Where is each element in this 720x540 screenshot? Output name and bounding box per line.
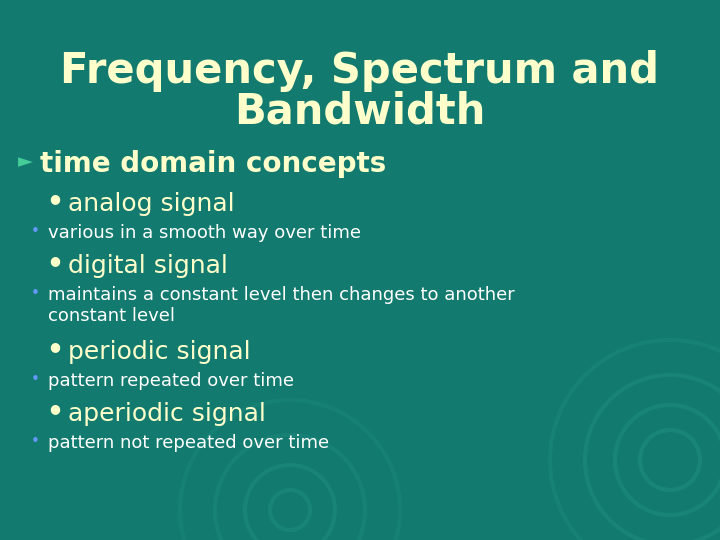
Text: digital signal: digital signal [68, 254, 228, 278]
Text: •: • [30, 372, 40, 387]
Text: periodic signal: periodic signal [68, 340, 251, 364]
Text: •: • [30, 434, 40, 449]
Text: ●: ● [50, 340, 60, 353]
Text: analog signal: analog signal [68, 192, 235, 216]
Text: various in a smooth way over time: various in a smooth way over time [48, 224, 361, 242]
Text: ●: ● [50, 254, 60, 267]
Text: pattern not repeated over time: pattern not repeated over time [48, 434, 329, 452]
Text: Frequency, Spectrum and: Frequency, Spectrum and [60, 50, 660, 92]
Text: ●: ● [50, 192, 60, 205]
Text: time domain concepts: time domain concepts [40, 150, 386, 178]
Text: pattern repeated over time: pattern repeated over time [48, 372, 294, 390]
Text: maintains a constant level then changes to another
constant level: maintains a constant level then changes … [48, 286, 515, 325]
Text: aperiodic signal: aperiodic signal [68, 402, 266, 426]
Text: ►: ► [18, 152, 33, 171]
Text: •: • [30, 286, 40, 301]
Text: Bandwidth: Bandwidth [234, 90, 486, 132]
Text: •: • [30, 224, 40, 239]
Text: ●: ● [50, 402, 60, 415]
